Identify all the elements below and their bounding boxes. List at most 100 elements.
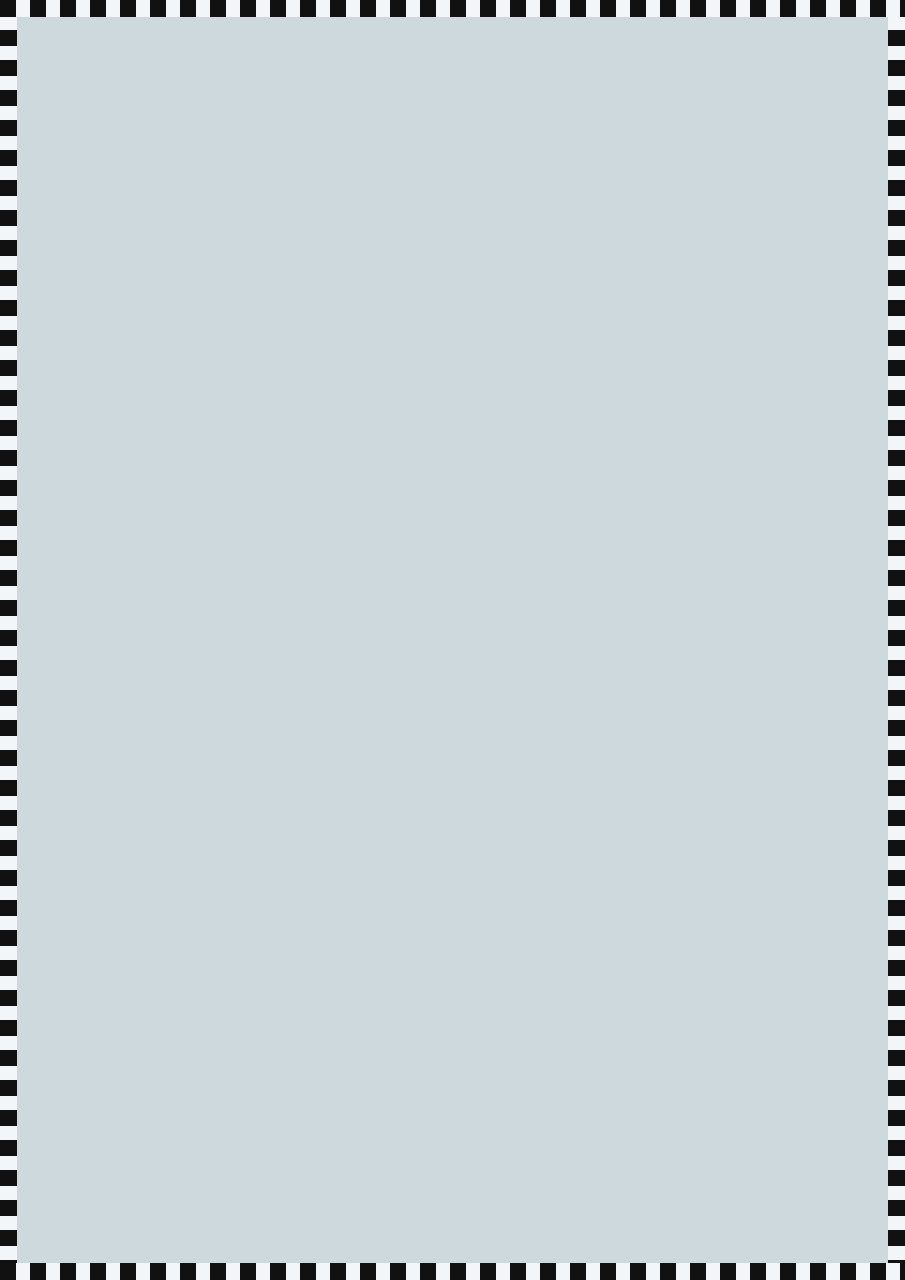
cell-shuruq: ٨ bbox=[478, 337, 560, 369]
table-row: ٧:١٨ ٦:٠٢ ٣:١٨ ١١:٤٧ ٥:٣٥ ٤:٠٧ ٣:٠٧ ٢٨ ٢٨ الجمعة bbox=[22, 1122, 883, 1154]
table-row: ١٤ ٥:٠٩ ١٧ ٤٩ ٤٢ ١٣ ١٣ ٢٣ ٢٣ الأحد bbox=[22, 971, 883, 1003]
cell-shuruq: ٥:٠٣ bbox=[478, 699, 560, 731]
cell-dhuhr: ٥٤ bbox=[558, 397, 652, 429]
cell-dhuhr: ٤٩ bbox=[558, 940, 652, 973]
facebook-icon[interactable]: f bbox=[252, 160, 271, 182]
signature-latin[interactable]: / KhalilY.Shahee n/ bbox=[102, 141, 242, 195]
cell-azan-awwal: ١٧ bbox=[327, 880, 404, 912]
cell-maghrib: ٥:٥٧ bbox=[730, 910, 808, 942]
cell-hijri-day: ٢٣ bbox=[128, 971, 222, 1003]
table-row: ٦ ٥٠ ١٥ ٥٢ ٥٧ ٢٩ ٢٩ ١١ ١١ الثلاثاء bbox=[22, 608, 883, 641]
cell-dhuhr: ٥٠ bbox=[558, 850, 652, 882]
cell-azan-awwal: ٣٣ bbox=[327, 518, 404, 550]
column-gap bbox=[311, 428, 329, 459]
memorial-banner: نسألكم الدعاء بالرحمة والمغفرة لوالدنا ا… bbox=[17, 195, 888, 224]
cell-shuruq: ٤٢ bbox=[478, 971, 560, 1003]
cell-shuruq: ٥:٣٣ bbox=[478, 1182, 560, 1214]
month-chip-safar[interactable]: صفر bbox=[736, 25, 844, 48]
month-chip-rabi-akhar[interactable]: ربيع آخر bbox=[736, 52, 844, 75]
column-gap bbox=[311, 730, 329, 761]
cell-maghrib: ٥:٤٧ bbox=[730, 488, 808, 520]
cell-weekday: السبت bbox=[22, 940, 130, 973]
table-row: ٨ ٥٣ ١٦ ٥١ ٥٢ ٢٤ ٢٤ ١٥ ١٥ السبت bbox=[22, 729, 883, 761]
cell-weekday: الثلاثاء bbox=[22, 1031, 130, 1063]
cell-fajr: ١٧ bbox=[403, 880, 480, 912]
cell-weekday: الاثنين bbox=[22, 367, 130, 399]
header-row-main: عشاء مغرب عصر ظهر شروق فجر أذان أول مارس… bbox=[22, 228, 883, 308]
cell-hijri-day: ١ bbox=[128, 306, 222, 339]
signature-row: خليل يونس / KhalilY.Shahee n/ f bbox=[35, 141, 271, 195]
cell-gregorian-day: ٢٢ bbox=[220, 940, 313, 973]
cell-isha: ٦ bbox=[806, 578, 883, 610]
cell-dhuhr: ٤٧ bbox=[558, 1152, 652, 1184]
table-row: ٧:٠٨ ٥:٥٣ ٣:١٥ ١١:٥٢ ٥:٠٣ ٤:٢٥ ٣:٢٥ ١٤ ١٤ الجمعة bbox=[22, 699, 883, 731]
cell-fajr: ١٩ bbox=[403, 850, 480, 882]
table-row: ١٣ ٥٨ ١٧ ٤٩ ٤٣ ١٥ ١٥ ٢٢ ٢٢ السبت bbox=[22, 940, 883, 973]
cell-asr: ١٦ bbox=[650, 759, 732, 792]
cell-gregorian-day: ١٢ bbox=[220, 639, 313, 671]
column-gap bbox=[311, 579, 329, 610]
table-row: ٨ ٥٢ ١٥ ٥٢ ٥٥ ٢٧ ٢٧ ١٣ ١٣ الخميس bbox=[22, 669, 883, 701]
table-row: ٧:٠٤ ٥:٤٧ ٣:١٤ ١١:٥٣ ٦:٠٢ ٤:٣٤ ٣:٣٤ ٧ ٧ الجمعة bbox=[22, 488, 883, 520]
cell-isha: ١٩ bbox=[806, 1152, 883, 1184]
cell-maghrib: ٤٤ bbox=[730, 367, 808, 399]
cell-dhuhr: ١١:٤٩ bbox=[558, 910, 652, 942]
cell-asr: ١٦ bbox=[650, 729, 732, 761]
cell-weekday: الاثنين bbox=[22, 1001, 130, 1033]
cell-maghrib: ٥٧ bbox=[730, 880, 808, 912]
cell-dhuhr: ٥٢ bbox=[558, 608, 652, 641]
cell-gregorian-day: ١٩ bbox=[220, 850, 313, 882]
poster-title-block: مواقيت الأذان والصلاة والصوم عن شهر رمضا… bbox=[283, 27, 643, 146]
cell-gregorian-day: ١٥ bbox=[220, 729, 313, 761]
cell-azan-awwal: ٩ bbox=[327, 1061, 404, 1093]
cell-weekday: الخميس bbox=[22, 669, 130, 701]
month-chip-dhul-hijjah[interactable]: ذو الحجة bbox=[736, 160, 844, 183]
cell-weekday: الخميس bbox=[22, 1091, 130, 1124]
column-gap bbox=[311, 911, 329, 942]
cell-azan-awwal: ٣٩ bbox=[327, 367, 404, 399]
cell-gregorian-day: ٦ bbox=[220, 457, 313, 490]
cell-hijri-day: ١٨ bbox=[128, 820, 222, 852]
column-gap bbox=[311, 1092, 329, 1123]
cell-gregorian-day: ٨ bbox=[220, 518, 313, 550]
memorial-banner-text: نسألكم الدعاء بالرحمة والمغفرة لوالدنا ا… bbox=[128, 202, 777, 217]
cell-maghrib: ٦:٠٢ bbox=[730, 1122, 808, 1154]
cell-gregorian-day: ٤ bbox=[220, 397, 313, 429]
cell-weekday: الجمعة bbox=[22, 699, 130, 731]
header-row-units: س : د س : د س : د س : د س : د س : د س : … bbox=[23, 291, 883, 308]
column-gap bbox=[311, 790, 329, 821]
month-chip-ramadan-selected[interactable]: رمضان bbox=[622, 133, 730, 156]
cell-azan-awwal: ٣:٢٥ bbox=[327, 699, 404, 731]
cell-isha: ١٢ bbox=[806, 880, 883, 912]
cell-weekday: السبت bbox=[22, 306, 130, 339]
cell-gregorian-day: ٩ bbox=[220, 548, 313, 580]
month-chip-shawwal[interactable]: شوال bbox=[736, 133, 844, 156]
gregorian-year: ٢٠٢٥ bbox=[220, 271, 313, 292]
cell-asr: ١٤ bbox=[650, 548, 732, 580]
cell-shuruq: ٤٣ bbox=[478, 940, 560, 973]
cell-azan-awwal: ٢٦ bbox=[327, 759, 404, 792]
table-row: ٧:٠٠ ٤٤ ١٢ ٥٥ ٨ ٤٠ ٤٠ ٢ ٢ الأحد bbox=[22, 337, 883, 369]
table-row: ١١ ٥٥ ١٦ ٥٠ ٤٨ ٢٠ ٢٠ ١٨ ١٨ الثلاثاء bbox=[22, 820, 883, 852]
cell-isha: ٨ bbox=[806, 669, 883, 701]
cell-hijri-day: ٧ bbox=[128, 488, 222, 520]
cell-maghrib: ٥٥ bbox=[730, 820, 808, 852]
cell-fajr: ٤:٣٤ bbox=[403, 488, 480, 520]
cell-dhuhr: ٥٤ bbox=[558, 427, 652, 459]
header-row-ampm: مساءً مساءً مساءً مساءً صباحاً صباحاً صب… bbox=[23, 271, 883, 292]
hijri-unit: هجرية bbox=[128, 291, 222, 308]
hijri-year: ١٤٤٦ هـ bbox=[483, 125, 589, 164]
cell-azan-awwal: ٣٠ bbox=[327, 578, 404, 610]
dome-of-the-rock-icon: خليل يونس / KhalilY.Shahee n/ f bbox=[27, 19, 277, 195]
cell-azan-awwal: ٣:٣٤ bbox=[327, 488, 404, 520]
weekday-head-line2: الأسبوع bbox=[49, 267, 103, 283]
cell-gregorian-day: ٢٠ bbox=[220, 880, 313, 912]
cell-asr: ١٥ bbox=[650, 608, 732, 641]
month-chip-shaban[interactable]: شعبان bbox=[736, 106, 844, 129]
month-chip-jumada-akhar[interactable]: جماد آخر bbox=[736, 79, 844, 102]
hijri-month-selector[interactable]: صفر محرم ربيع آخر ربيع أول جماد آخر جماد… bbox=[622, 25, 844, 183]
cell-gregorian-day: ٢٣ bbox=[220, 971, 313, 1003]
cell-hijri-day: ٣٠ bbox=[128, 1182, 222, 1214]
cell-maghrib: ٤٥ bbox=[730, 397, 808, 429]
cell-weekday: الخميس bbox=[22, 457, 130, 490]
